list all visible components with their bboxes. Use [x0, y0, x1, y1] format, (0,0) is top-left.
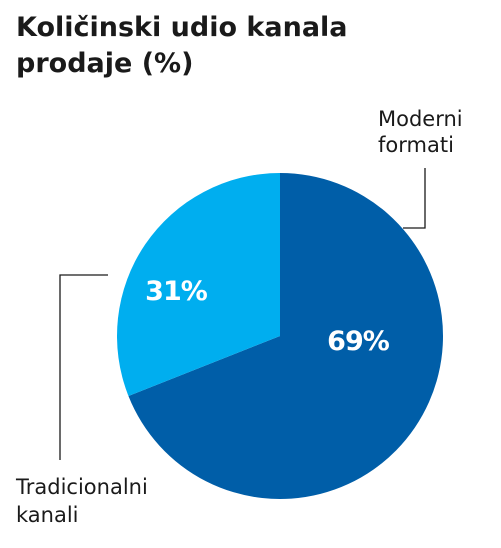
legend-label-moderni-formati-line-2: formati	[378, 133, 454, 157]
legend-label-moderni-formati: Moderni formati	[378, 107, 469, 157]
legend-label-tradicionalni-kanali-line-2: kanali	[16, 503, 79, 527]
leader-line-moderni-formati	[403, 168, 426, 229]
chart-title: Količinski udio kanala prodaje (%)	[16, 10, 486, 82]
slice-value-label-moderni-formati: 69%	[327, 326, 390, 357]
chart-title-line-2: prodaje (%)	[16, 48, 194, 79]
leader-line-tradicionalni-kanali	[59, 274, 108, 460]
slice-moderni-formati	[128, 173, 444, 499]
pie-slices	[117, 173, 444, 499]
legend-label-moderni-formati-line-1: Moderni	[378, 107, 463, 131]
legend-label-tradicionalni-kanali: Tradicionalni kanali	[15, 475, 154, 527]
legend-label-tradicionalni-kanali-line-1: Tradicionalni	[15, 475, 148, 499]
slice-tradicionalni-kanali	[117, 173, 281, 396]
slice-value-label-tradicionalni-kanali: 31%	[145, 276, 208, 307]
chart-title-line-1: Količinski udio kanala	[16, 12, 348, 43]
